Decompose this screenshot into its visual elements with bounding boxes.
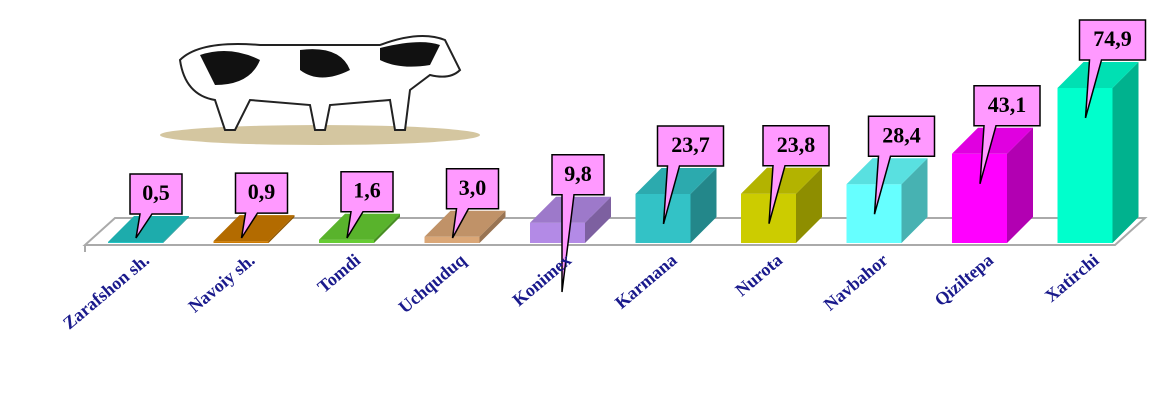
- x-tick-label: Qiziltepa: [931, 250, 997, 310]
- bar-side-shade: [690, 167, 717, 243]
- x-tick-label: Tomdi: [313, 250, 364, 297]
- bar-top-shade: [319, 213, 400, 240]
- bar-side: [1112, 61, 1139, 243]
- value-label: 0,5: [142, 180, 170, 205]
- x-tick-label: Uchquduq: [395, 250, 470, 317]
- bar-front: [530, 222, 585, 243]
- callout: [762, 124, 830, 224]
- callout: [129, 173, 183, 239]
- x-tick-label: Karmana: [611, 250, 681, 313]
- bar-side: [796, 167, 822, 243]
- value-label: 3,0: [459, 175, 487, 200]
- bar-front: [741, 193, 796, 243]
- bar-side-shade: [1112, 61, 1139, 243]
- bar-side: [163, 215, 189, 243]
- x-tick-label: Navbahor: [820, 250, 892, 315]
- cow-picture: [160, 35, 480, 145]
- bar: [635, 167, 717, 243]
- callout: [551, 153, 605, 293]
- x-tick-label: Xatirchi: [1041, 250, 1103, 306]
- value-label: 23,7: [671, 132, 710, 157]
- bar-side: [268, 215, 295, 243]
- value-label: 9,8: [564, 161, 592, 186]
- value-label: 0,9: [248, 179, 276, 204]
- bar-front: [424, 236, 480, 243]
- value-label: 74,9: [1093, 26, 1132, 51]
- x-tick-label: Navoiy sh.: [184, 250, 258, 317]
- bar-side-shade: [374, 213, 400, 243]
- x-tick-label: Zarafshon sh.: [59, 250, 153, 333]
- bar: [213, 215, 295, 243]
- bar: [952, 127, 1033, 243]
- x-tick-label: Konimex: [509, 250, 575, 310]
- callout: [234, 172, 289, 239]
- bar-side-shade: [901, 158, 928, 243]
- bar-side: [479, 210, 506, 243]
- bar-side: [690, 167, 717, 243]
- bar-top-shade: [213, 215, 295, 242]
- value-label: 43,1: [988, 92, 1027, 117]
- bar-front: [213, 241, 269, 243]
- bar-top-shade: [108, 215, 189, 242]
- bar-top: [213, 215, 295, 242]
- bar-side: [585, 196, 611, 243]
- bar-front: [319, 239, 374, 243]
- bar: [319, 213, 400, 243]
- bar-top: [424, 210, 506, 237]
- bar-side-shade: [585, 196, 611, 243]
- value-label: 23,8: [777, 132, 816, 157]
- callout: [973, 85, 1041, 184]
- callout: [867, 115, 936, 215]
- bar-side-shade: [796, 167, 822, 243]
- bar: [108, 215, 189, 243]
- callout: [340, 170, 394, 239]
- bar: [1057, 61, 1139, 243]
- callout: [656, 125, 725, 225]
- bar: [424, 210, 506, 243]
- value-label: 28,4: [882, 122, 921, 147]
- callout: [445, 168, 500, 239]
- bar-side: [1007, 127, 1033, 243]
- bar-side-shade: [163, 215, 189, 243]
- value-label: 1,6: [353, 178, 381, 203]
- bar-side: [901, 158, 928, 243]
- bar-top: [108, 215, 189, 242]
- bar-front: [952, 153, 1007, 243]
- bar-side-shade: [479, 210, 506, 243]
- x-tick-label: Nurota: [731, 250, 786, 300]
- bar-side: [374, 213, 400, 243]
- bar-top: [319, 213, 400, 240]
- bar-side-shade: [1007, 127, 1033, 243]
- bar-front: [635, 193, 691, 243]
- bar-front: [1057, 87, 1113, 243]
- bar-top-shade: [424, 210, 506, 237]
- bar-side-shade: [268, 215, 295, 243]
- bar-front: [108, 241, 163, 243]
- callout: [1078, 19, 1147, 119]
